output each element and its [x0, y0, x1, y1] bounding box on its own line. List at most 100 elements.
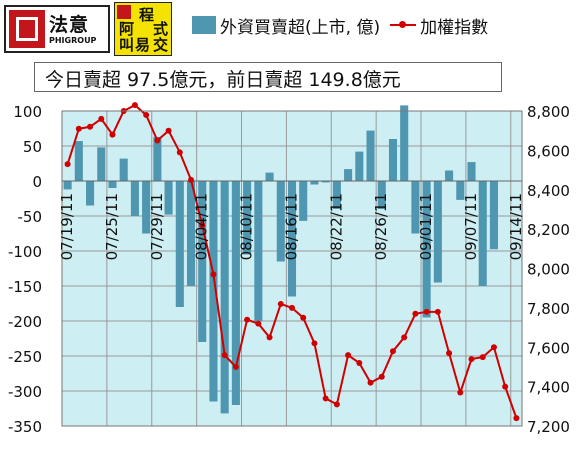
y-left-tick-label: -200	[8, 313, 42, 331]
bar	[153, 136, 162, 181]
index-point	[311, 340, 318, 347]
index-point	[87, 123, 94, 130]
bar	[186, 181, 196, 286]
index-point	[300, 314, 307, 321]
x-tick-label: 07/19/11	[58, 193, 76, 260]
bar	[243, 181, 252, 255]
y-left-tick-label: -50	[18, 208, 43, 226]
bar	[422, 181, 431, 318]
index-point	[98, 115, 105, 122]
bar	[198, 181, 207, 342]
bar	[400, 105, 409, 181]
index-point	[266, 334, 273, 341]
bar	[456, 181, 465, 200]
summary-box: 今日賣超 97.5億元，前日賣超 149.8億元	[34, 62, 502, 92]
y-right-tick-label: 8,000	[527, 261, 570, 279]
legend-bar-swatch	[192, 16, 216, 34]
bar	[344, 169, 353, 181]
index-point	[244, 316, 251, 323]
index-point	[333, 401, 340, 408]
bar	[209, 181, 218, 402]
index-point	[490, 344, 497, 351]
index-point	[154, 137, 161, 144]
bar	[130, 181, 139, 216]
y-right-tick-label: 7,200	[527, 418, 570, 436]
y-right-tick-label: 7,600	[527, 339, 570, 357]
logo-char: 叫	[119, 36, 135, 54]
x-tick-label: 07/29/11	[148, 193, 166, 260]
index-point	[378, 373, 385, 380]
logo-subtext: PHIGROUP	[49, 36, 97, 45]
bar	[86, 181, 95, 206]
bar	[355, 151, 364, 181]
index-point	[199, 222, 206, 229]
bar	[310, 181, 319, 185]
x-tick-label: 08/22/11	[327, 193, 345, 260]
bar	[467, 162, 476, 181]
bar	[332, 181, 341, 209]
index-point	[401, 334, 408, 341]
logo-char: 程	[139, 6, 155, 24]
bar	[74, 141, 83, 181]
logo-char: 交	[153, 36, 169, 54]
index-point	[277, 300, 284, 307]
bar	[445, 170, 454, 181]
index-point	[502, 383, 509, 390]
bar	[142, 181, 151, 234]
bar	[220, 181, 229, 414]
index-point	[143, 111, 150, 118]
bar	[366, 130, 375, 181]
seal-badge-icon	[117, 5, 131, 19]
logo-text: 法意	[49, 14, 90, 36]
index-point	[176, 149, 183, 156]
chart-legend: 外資買賣超(上市, 億) 加權指數	[192, 12, 488, 38]
index-point	[345, 352, 352, 359]
index-point	[131, 102, 138, 109]
x-tick-label: 08/10/11	[238, 193, 256, 260]
y-left-tick-label: 0	[32, 173, 42, 191]
bar	[299, 181, 308, 221]
legend-bar-label: 外資買賣超(上市, 億)	[220, 17, 381, 38]
index-point	[64, 161, 71, 168]
index-point	[109, 131, 116, 138]
logo-char: 易	[135, 36, 151, 54]
bar	[388, 139, 398, 181]
y-left-tick-label: 50	[23, 138, 42, 156]
y-left-tick-label: -100	[8, 243, 42, 261]
bar	[231, 181, 240, 405]
y-right-tick-label: 7,400	[527, 379, 570, 397]
bar	[119, 158, 128, 181]
index-point	[255, 320, 262, 327]
index-point	[221, 352, 228, 359]
x-tick-label: 08/16/11	[282, 193, 300, 260]
index-point	[322, 395, 329, 402]
x-tick-label: 09/07/11	[462, 193, 480, 260]
logo-char: 式	[153, 20, 169, 38]
index-point	[423, 308, 430, 315]
bar	[321, 181, 330, 183]
seal-mark-icon	[9, 10, 45, 48]
bar	[97, 147, 106, 181]
index-point	[75, 125, 82, 132]
index-point	[513, 415, 520, 422]
y-left-tick-label: -150	[8, 278, 42, 296]
bar	[254, 181, 263, 321]
y-left-tick-label: -300	[8, 383, 42, 401]
bar	[265, 172, 274, 181]
index-point	[165, 127, 172, 134]
bar	[411, 181, 420, 234]
index-point	[412, 310, 419, 317]
y-left-tick-label: 100	[13, 103, 42, 121]
index-point	[446, 350, 453, 357]
x-tick-label: 08/04/11	[193, 193, 211, 260]
bar	[433, 181, 442, 283]
legend-line-label: 加權指數	[420, 17, 489, 38]
x-tick-label: 09/01/11	[417, 193, 435, 260]
x-tick-label: 08/26/11	[372, 193, 390, 260]
index-point	[188, 176, 195, 183]
y-left-tick-label: -350	[8, 418, 42, 436]
index-point	[457, 389, 464, 396]
y-right-tick-label: 8,200	[527, 221, 570, 239]
y-right-tick-label: 8,400	[527, 182, 570, 200]
